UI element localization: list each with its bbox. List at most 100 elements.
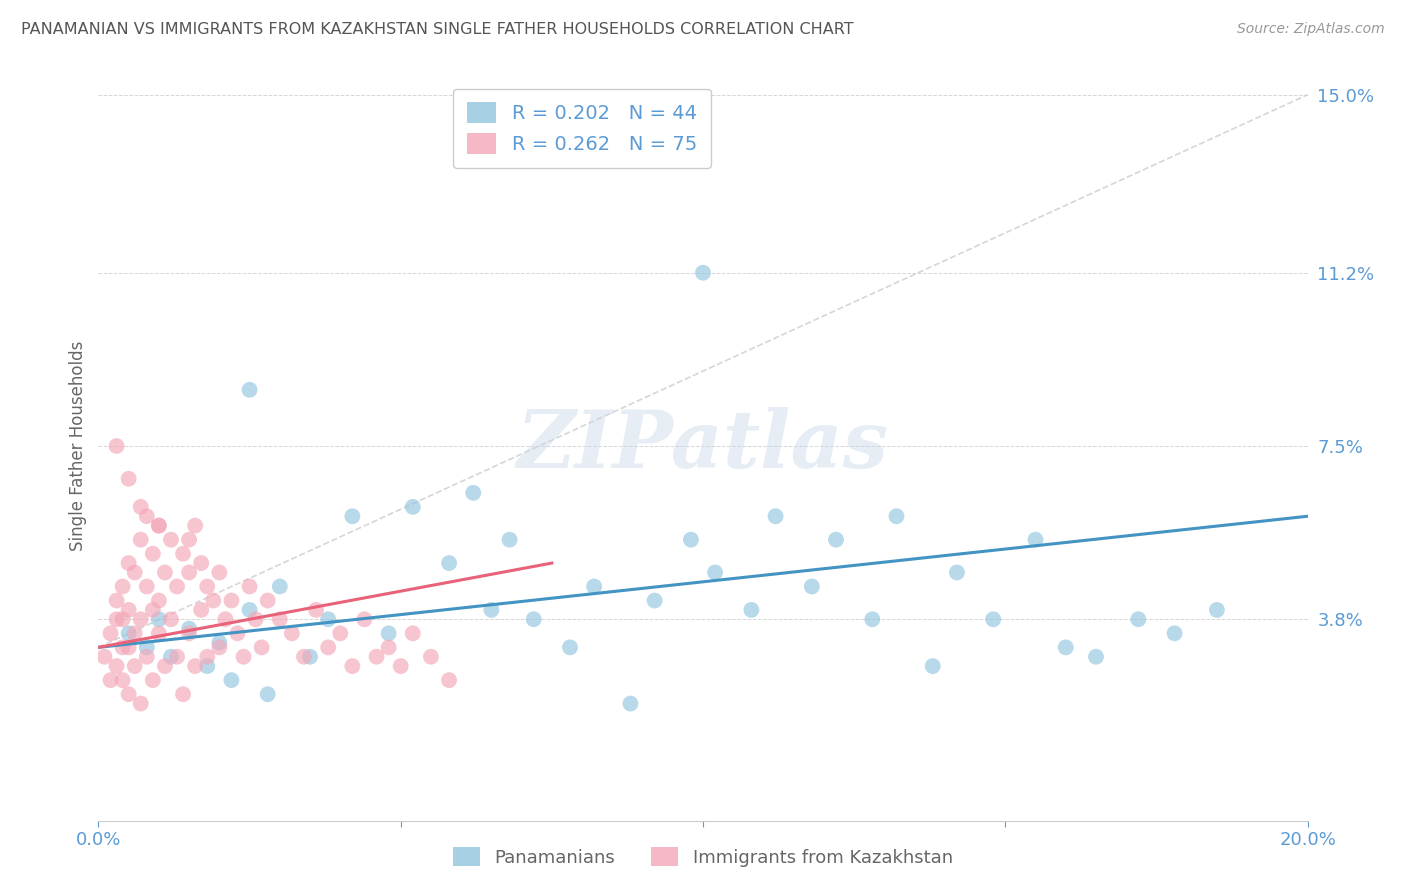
- Point: [765, 509, 787, 524]
- Point: [100, 673, 122, 688]
- Point: [679, 533, 702, 547]
- Point: [153, 566, 176, 580]
- Point: [184, 518, 207, 533]
- Point: [619, 697, 641, 711]
- Point: [981, 612, 1004, 626]
- Point: [111, 640, 134, 655]
- Point: [256, 687, 278, 701]
- Point: [226, 626, 249, 640]
- Y-axis label: Single Father Households: Single Father Households: [69, 341, 87, 551]
- Point: [239, 603, 262, 617]
- Point: [124, 566, 146, 580]
- Point: [377, 626, 399, 640]
- Point: [148, 626, 170, 640]
- Point: [316, 612, 339, 626]
- Point: [208, 566, 231, 580]
- Point: [142, 673, 165, 688]
- Point: [179, 626, 201, 640]
- Point: [172, 687, 194, 701]
- Point: [402, 626, 425, 640]
- Point: [129, 533, 152, 547]
- Point: [129, 697, 152, 711]
- Point: [111, 673, 134, 688]
- Point: [118, 556, 141, 570]
- Point: [118, 687, 141, 701]
- Point: [377, 640, 399, 655]
- Point: [135, 649, 157, 664]
- Point: [644, 593, 666, 607]
- Point: [208, 640, 231, 655]
- Point: [93, 649, 115, 664]
- Point: [498, 533, 520, 547]
- Point: [704, 566, 727, 580]
- Point: [1054, 640, 1077, 655]
- Point: [118, 626, 141, 640]
- Point: [111, 580, 134, 594]
- Point: [195, 649, 218, 664]
- Point: [245, 612, 267, 626]
- Point: [195, 580, 218, 594]
- Point: [269, 580, 291, 594]
- Point: [329, 626, 352, 640]
- Point: [148, 593, 170, 607]
- Point: [166, 580, 188, 594]
- Text: Source: ZipAtlas.com: Source: ZipAtlas.com: [1237, 22, 1385, 37]
- Point: [1085, 649, 1108, 664]
- Point: [366, 649, 388, 664]
- Point: [239, 383, 262, 397]
- Point: [160, 612, 183, 626]
- Point: [437, 556, 460, 570]
- Point: [342, 509, 364, 524]
- Point: [214, 612, 236, 626]
- Point: [1128, 612, 1150, 626]
- Point: [221, 593, 243, 607]
- Point: [316, 640, 339, 655]
- Point: [129, 612, 152, 626]
- Point: [195, 659, 218, 673]
- Point: [135, 509, 157, 524]
- Point: [153, 659, 176, 673]
- Point: [353, 612, 375, 626]
- Point: [256, 593, 278, 607]
- Point: [740, 603, 762, 617]
- Point: [129, 500, 152, 514]
- Legend: R = 0.202   N = 44, R = 0.262   N = 75: R = 0.202 N = 44, R = 0.262 N = 75: [454, 88, 710, 168]
- Point: [184, 659, 207, 673]
- Point: [105, 439, 128, 453]
- Point: [172, 547, 194, 561]
- Point: [269, 612, 291, 626]
- Point: [190, 603, 212, 617]
- Point: [135, 580, 157, 594]
- Point: [160, 649, 183, 664]
- Point: [402, 500, 425, 514]
- Point: [221, 673, 243, 688]
- Text: ZIPatlas: ZIPatlas: [517, 408, 889, 484]
- Point: [166, 649, 188, 664]
- Point: [305, 603, 328, 617]
- Point: [232, 649, 254, 664]
- Point: [202, 593, 225, 607]
- Point: [208, 635, 231, 649]
- Point: [825, 533, 848, 547]
- Point: [142, 603, 165, 617]
- Point: [179, 533, 201, 547]
- Point: [118, 603, 141, 617]
- Point: [800, 580, 823, 594]
- Point: [148, 612, 170, 626]
- Point: [160, 533, 183, 547]
- Point: [124, 659, 146, 673]
- Point: [886, 509, 908, 524]
- Point: [118, 640, 141, 655]
- Point: [437, 673, 460, 688]
- Point: [281, 626, 304, 640]
- Point: [148, 518, 170, 533]
- Point: [1024, 533, 1046, 547]
- Point: [100, 626, 122, 640]
- Point: [342, 659, 364, 673]
- Point: [135, 640, 157, 655]
- Point: [142, 547, 165, 561]
- Point: [179, 566, 201, 580]
- Point: [105, 612, 128, 626]
- Point: [190, 556, 212, 570]
- Point: [481, 603, 503, 617]
